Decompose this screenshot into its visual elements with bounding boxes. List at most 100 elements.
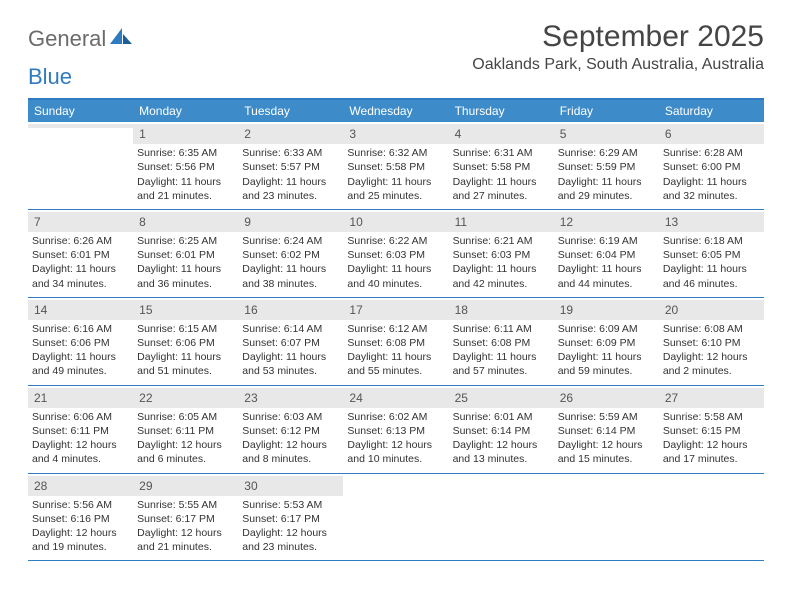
sunset-text: Sunset: 6:05 PM [663, 248, 760, 262]
sunset-text: Sunset: 6:03 PM [347, 248, 444, 262]
day-cell: 20Sunrise: 6:08 AMSunset: 6:10 PMDayligh… [659, 298, 764, 385]
sunrise-text: Sunrise: 5:53 AM [242, 498, 339, 512]
logo-text-general: General [28, 26, 106, 52]
day-cell: 29Sunrise: 5:55 AMSunset: 6:17 PMDayligh… [133, 474, 238, 561]
day-number-strip: 20 [659, 300, 764, 320]
sunrise-text: Sunrise: 6:01 AM [453, 410, 550, 424]
sunrise-text: Sunrise: 5:59 AM [558, 410, 655, 424]
daylight-text: and 21 minutes. [137, 189, 234, 203]
day-number-strip: 13 [659, 212, 764, 232]
sunrise-text: Sunrise: 5:55 AM [137, 498, 234, 512]
day-number-strip: 12 [554, 212, 659, 232]
day-number: 30 [244, 479, 257, 493]
daylight-text: Daylight: 11 hours [137, 350, 234, 364]
day-number-strip: 18 [449, 300, 554, 320]
daylight-text: and 42 minutes. [453, 277, 550, 291]
sunrise-text: Sunrise: 6:25 AM [137, 234, 234, 248]
day-number-strip: 10 [343, 212, 448, 232]
daylight-text: and 32 minutes. [663, 189, 760, 203]
weekday-header: Saturday [659, 100, 764, 122]
daylight-text: Daylight: 12 hours [32, 438, 129, 452]
daylight-text: Daylight: 11 hours [663, 175, 760, 189]
sunrise-text: Sunrise: 6:05 AM [137, 410, 234, 424]
day-number-strip: 26 [554, 388, 659, 408]
daylight-text: and 34 minutes. [32, 277, 129, 291]
day-number: 8 [139, 215, 146, 229]
day-cell: 18Sunrise: 6:11 AMSunset: 6:08 PMDayligh… [449, 298, 554, 385]
day-number-strip: 5 [554, 124, 659, 144]
logo-text-blue: Blue [28, 64, 72, 90]
day-number: 17 [349, 303, 362, 317]
day-number-strip: 17 [343, 300, 448, 320]
day-cell: 5Sunrise: 6:29 AMSunset: 5:59 PMDaylight… [554, 122, 659, 209]
sunrise-text: Sunrise: 6:08 AM [663, 322, 760, 336]
sunrise-text: Sunrise: 6:16 AM [32, 322, 129, 336]
sunrise-text: Sunrise: 6:35 AM [137, 146, 234, 160]
day-number-strip: 9 [238, 212, 343, 232]
sunset-text: Sunset: 6:12 PM [242, 424, 339, 438]
day-number-strip: 6 [659, 124, 764, 144]
sunrise-text: Sunrise: 6:14 AM [242, 322, 339, 336]
day-number: 27 [665, 391, 678, 405]
day-number: 16 [244, 303, 257, 317]
week-row: 21Sunrise: 6:06 AMSunset: 6:11 PMDayligh… [28, 386, 764, 474]
day-cell: 28Sunrise: 5:56 AMSunset: 6:16 PMDayligh… [28, 474, 133, 561]
day-cell: 26Sunrise: 5:59 AMSunset: 6:14 PMDayligh… [554, 386, 659, 473]
day-number-strip: 23 [238, 388, 343, 408]
daylight-text: and 49 minutes. [32, 364, 129, 378]
title-block: September 2025 Oaklands Park, South Aust… [472, 20, 764, 74]
day-cell [554, 474, 659, 561]
day-cell [343, 474, 448, 561]
daylight-text: Daylight: 11 hours [453, 175, 550, 189]
week-row: 7Sunrise: 6:26 AMSunset: 6:01 PMDaylight… [28, 210, 764, 298]
day-cell: 23Sunrise: 6:03 AMSunset: 6:12 PMDayligh… [238, 386, 343, 473]
weekday-header: Sunday [28, 100, 133, 122]
sunset-text: Sunset: 6:10 PM [663, 336, 760, 350]
sunrise-text: Sunrise: 6:18 AM [663, 234, 760, 248]
daylight-text: Daylight: 12 hours [32, 526, 129, 540]
sunrise-text: Sunrise: 6:33 AM [242, 146, 339, 160]
day-number: 6 [665, 127, 672, 141]
day-number: 11 [455, 215, 467, 229]
daylight-text: Daylight: 11 hours [137, 175, 234, 189]
weekday-header-row: Sunday Monday Tuesday Wednesday Thursday… [28, 100, 764, 122]
day-number: 25 [455, 391, 468, 405]
sunset-text: Sunset: 5:58 PM [453, 160, 550, 174]
daylight-text: and 40 minutes. [347, 277, 444, 291]
daylight-text: Daylight: 12 hours [242, 526, 339, 540]
daylight-text: Daylight: 12 hours [453, 438, 550, 452]
day-cell: 24Sunrise: 6:02 AMSunset: 6:13 PMDayligh… [343, 386, 448, 473]
logo: General [28, 20, 134, 52]
sunrise-text: Sunrise: 6:29 AM [558, 146, 655, 160]
day-number: 12 [560, 215, 573, 229]
day-cell: 4Sunrise: 6:31 AMSunset: 5:58 PMDaylight… [449, 122, 554, 209]
sunset-text: Sunset: 6:15 PM [663, 424, 760, 438]
daylight-text: Daylight: 11 hours [453, 262, 550, 276]
daylight-text: and 51 minutes. [137, 364, 234, 378]
daylight-text: and 4 minutes. [32, 452, 129, 466]
weekday-header: Monday [133, 100, 238, 122]
day-number: 3 [349, 127, 356, 141]
day-number-strip: 30 [238, 476, 343, 496]
day-number: 15 [139, 303, 152, 317]
day-cell: 9Sunrise: 6:24 AMSunset: 6:02 PMDaylight… [238, 210, 343, 297]
daylight-text: Daylight: 11 hours [32, 350, 129, 364]
sunset-text: Sunset: 6:01 PM [137, 248, 234, 262]
daylight-text: and 6 minutes. [137, 452, 234, 466]
day-cell: 11Sunrise: 6:21 AMSunset: 6:03 PMDayligh… [449, 210, 554, 297]
sunset-text: Sunset: 5:58 PM [347, 160, 444, 174]
calendar-page: General September 2025 Oaklands Park, So… [0, 0, 792, 581]
daylight-text: and 27 minutes. [453, 189, 550, 203]
sunrise-text: Sunrise: 5:56 AM [32, 498, 129, 512]
day-number-strip: 1 [133, 124, 238, 144]
sunset-text: Sunset: 6:08 PM [347, 336, 444, 350]
day-number-strip: 27 [659, 388, 764, 408]
sunset-text: Sunset: 6:16 PM [32, 512, 129, 526]
weekday-header: Friday [554, 100, 659, 122]
sunrise-text: Sunrise: 6:12 AM [347, 322, 444, 336]
sunrise-text: Sunrise: 6:28 AM [663, 146, 760, 160]
daylight-text: Daylight: 11 hours [453, 350, 550, 364]
sunset-text: Sunset: 5:57 PM [242, 160, 339, 174]
day-number-strip: 8 [133, 212, 238, 232]
day-cell: 6Sunrise: 6:28 AMSunset: 6:00 PMDaylight… [659, 122, 764, 209]
